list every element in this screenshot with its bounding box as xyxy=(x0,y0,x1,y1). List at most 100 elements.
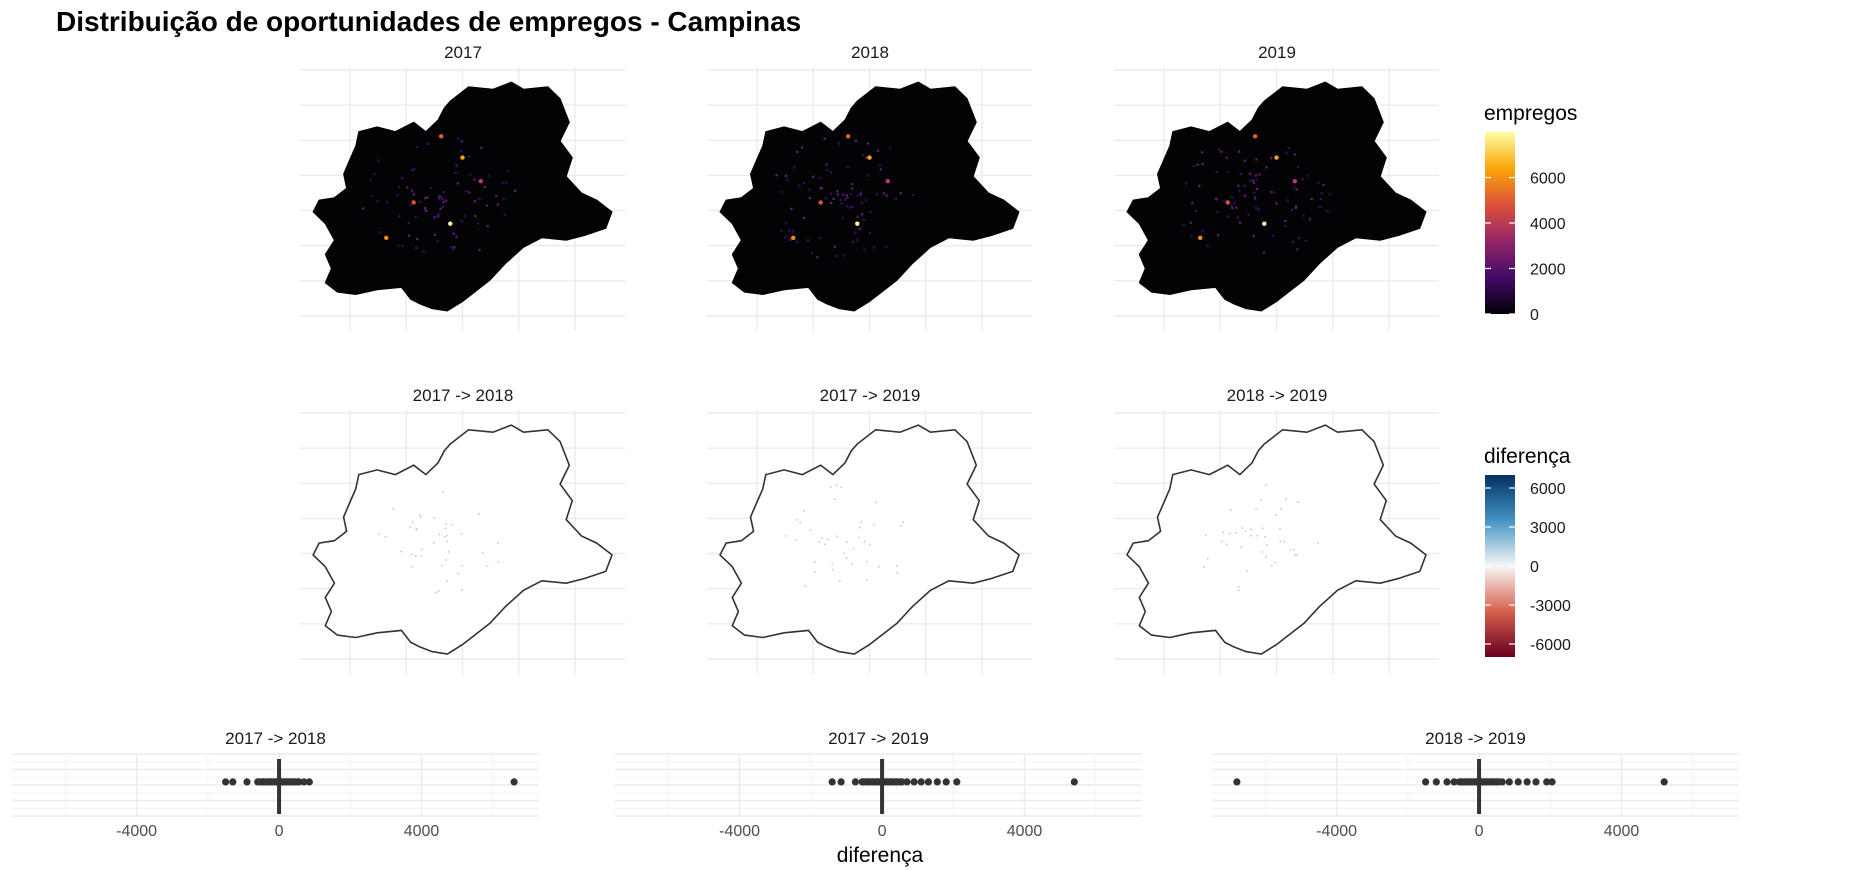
map-cell xyxy=(1237,589,1240,592)
map-cell xyxy=(900,525,902,527)
map-cell xyxy=(433,517,436,519)
map-cell xyxy=(397,186,401,189)
map-cell xyxy=(1261,527,1264,530)
x-tick-label: -4000 xyxy=(116,823,157,840)
map-cell xyxy=(829,486,832,488)
hotspot-cell xyxy=(867,155,872,160)
legend-diferenca: diferença 6000 3000 0 -3000 -6000 xyxy=(1484,445,1571,657)
map-cell xyxy=(447,551,450,553)
map-cell xyxy=(396,194,399,197)
map-cell xyxy=(1254,174,1258,177)
map-cell xyxy=(809,529,812,531)
map-cell xyxy=(1310,197,1313,200)
legend-title-diferenca: diferença xyxy=(1484,445,1571,468)
hotspot-cell xyxy=(384,235,389,241)
map-cell xyxy=(1328,193,1331,196)
map-cell xyxy=(460,140,463,143)
map-cell xyxy=(1231,196,1234,199)
map-cell xyxy=(839,198,842,201)
map-cell xyxy=(899,192,902,195)
map-cell xyxy=(848,206,852,209)
map-cell xyxy=(878,565,880,568)
map-cell xyxy=(445,523,447,525)
map-cell xyxy=(795,240,798,244)
panel-title-2017-2019: 2017 -> 2019 xyxy=(820,386,921,405)
map-cell xyxy=(1290,208,1293,211)
map-cell xyxy=(786,178,789,181)
map-cell xyxy=(855,238,859,241)
map-cell xyxy=(1227,215,1230,218)
map-cell xyxy=(845,194,848,197)
map-cell xyxy=(386,201,389,204)
map-cell xyxy=(486,225,489,228)
map-cell xyxy=(457,137,460,140)
map-cell xyxy=(894,197,897,200)
map-cell xyxy=(1249,179,1252,182)
data-point xyxy=(851,778,860,786)
map-cell xyxy=(840,202,843,205)
map-cell xyxy=(1297,165,1300,168)
map-cell xyxy=(397,244,400,247)
map-cell xyxy=(821,537,824,539)
map-cell xyxy=(401,177,404,180)
map-cell xyxy=(1319,197,1322,200)
map-cell xyxy=(429,186,432,190)
map-cell xyxy=(858,536,860,539)
map-region xyxy=(719,81,1020,312)
map-cell xyxy=(1306,174,1309,177)
map-cell xyxy=(377,159,380,162)
map-cell xyxy=(1301,178,1304,181)
map-cell xyxy=(477,222,480,225)
map-cell xyxy=(507,170,510,173)
map-cell xyxy=(1206,244,1209,247)
map-cell xyxy=(1320,192,1323,195)
map-cell xyxy=(445,199,448,202)
data-point xyxy=(1505,778,1513,786)
map-cell xyxy=(497,561,500,563)
map-cell xyxy=(1295,188,1298,191)
map-cell xyxy=(851,182,854,186)
map-cell xyxy=(868,231,871,235)
map-cell xyxy=(1270,191,1273,194)
legend-tick-label: -6000 xyxy=(1530,637,1571,654)
map-cell xyxy=(1265,166,1268,169)
map-cell xyxy=(823,137,826,140)
map-cell xyxy=(826,538,829,541)
map-cell xyxy=(378,231,381,234)
map-cell xyxy=(468,191,471,194)
map-cell xyxy=(902,521,904,523)
map-cell xyxy=(1256,534,1259,537)
scatter-row: 2017 -> 2018 -4000 0 4000 2017 -> 2019 -4000 0… xyxy=(12,729,1739,840)
map-cell xyxy=(1200,151,1204,154)
map-cell xyxy=(410,189,414,192)
map-cell xyxy=(861,213,864,216)
scatter-panel: 2017 -> 2018 -4000 0 4000 xyxy=(12,729,539,840)
map-cell xyxy=(1258,173,1261,176)
map-panel xyxy=(300,67,625,331)
map-cell xyxy=(860,521,863,523)
x-tick-label: 4000 xyxy=(404,823,440,840)
map-cell xyxy=(488,174,491,177)
map-cell xyxy=(438,195,441,198)
map-cell xyxy=(1192,164,1195,168)
map-cell xyxy=(1317,542,1319,544)
map-cell xyxy=(832,197,835,200)
map-cell xyxy=(1190,234,1193,237)
data-point xyxy=(1514,778,1522,786)
map-cell xyxy=(412,520,414,523)
map-cell xyxy=(846,541,848,543)
map-cell xyxy=(843,198,847,201)
map-cell xyxy=(808,197,811,200)
map-cell xyxy=(434,233,437,236)
map-outline xyxy=(1126,424,1427,655)
hotspot-cell xyxy=(1225,200,1230,205)
map-cell xyxy=(1191,202,1194,205)
data-point xyxy=(229,778,237,786)
map-cell xyxy=(1257,209,1260,212)
map-cell xyxy=(1220,150,1223,153)
map-cell xyxy=(457,572,460,575)
data-point xyxy=(1233,778,1241,786)
map-cell xyxy=(852,241,855,244)
map-cell xyxy=(1216,211,1219,214)
map-cell xyxy=(416,146,419,149)
